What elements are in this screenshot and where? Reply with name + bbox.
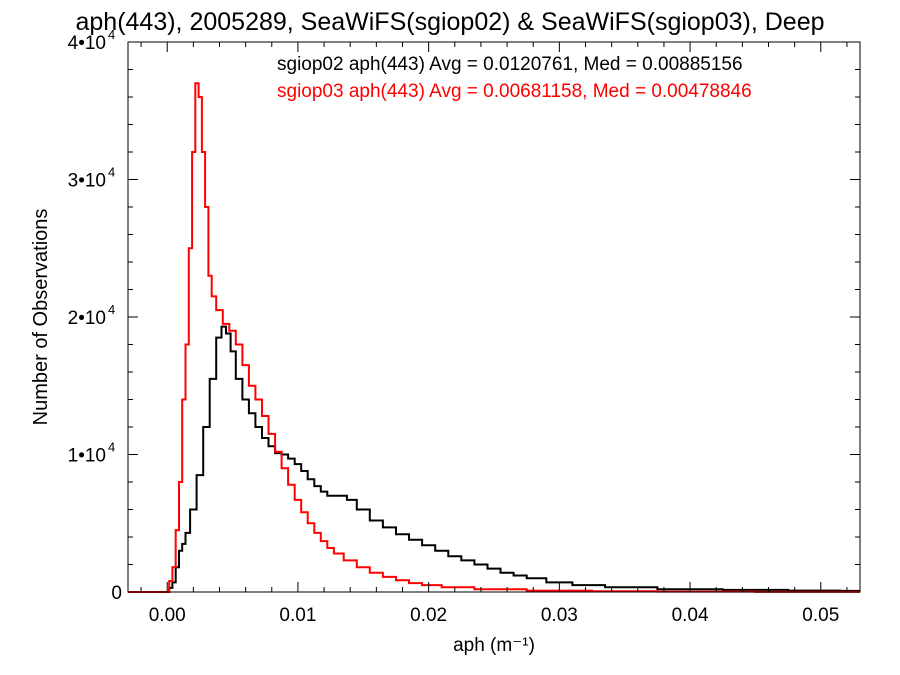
x-axis-label: aph (m⁻¹) [453, 635, 535, 656]
legend-entry-sgiop02: sgiop02 aph(443) Avg = 0.0120761, Med = … [277, 54, 743, 75]
y-axis-label: Number of Observations [30, 209, 52, 426]
y-tick-exponent: 4 [108, 165, 115, 180]
series-layer [128, 82, 860, 593]
y-tick-label: 1•10 [68, 446, 106, 467]
y-tick-exponent: 4 [108, 302, 115, 317]
x-tick-label: 0.05 [802, 605, 839, 626]
y-tick-label: 3•10 [68, 171, 106, 192]
y-tick-label: 4•10 [68, 33, 106, 54]
y-tick-label: 2•10 [68, 308, 106, 329]
plot-frame [127, 41, 861, 593]
x-tick-label: 0.02 [410, 605, 447, 626]
x-tick-label: 0.04 [672, 605, 709, 626]
chart-title: aph(443), 2005289, SeaWiFS(sgiop02) & Se… [75, 8, 824, 36]
y-tick-label: 0 [111, 583, 122, 604]
y-tick-exponent: 4 [108, 27, 115, 42]
series-line-2 [128, 82, 860, 593]
y-tick-exponent: 4 [108, 440, 115, 455]
x-tick-label: 0.00 [149, 605, 186, 626]
x-tick-label: 0.03 [541, 605, 578, 626]
legend-entry-sgiop03: sgiop03 aph(443) Avg = 0.00681158, Med =… [277, 81, 752, 102]
axes-layer [127, 41, 861, 593]
series-line-1 [128, 325, 860, 593]
x-tick-label: 0.01 [279, 605, 316, 626]
